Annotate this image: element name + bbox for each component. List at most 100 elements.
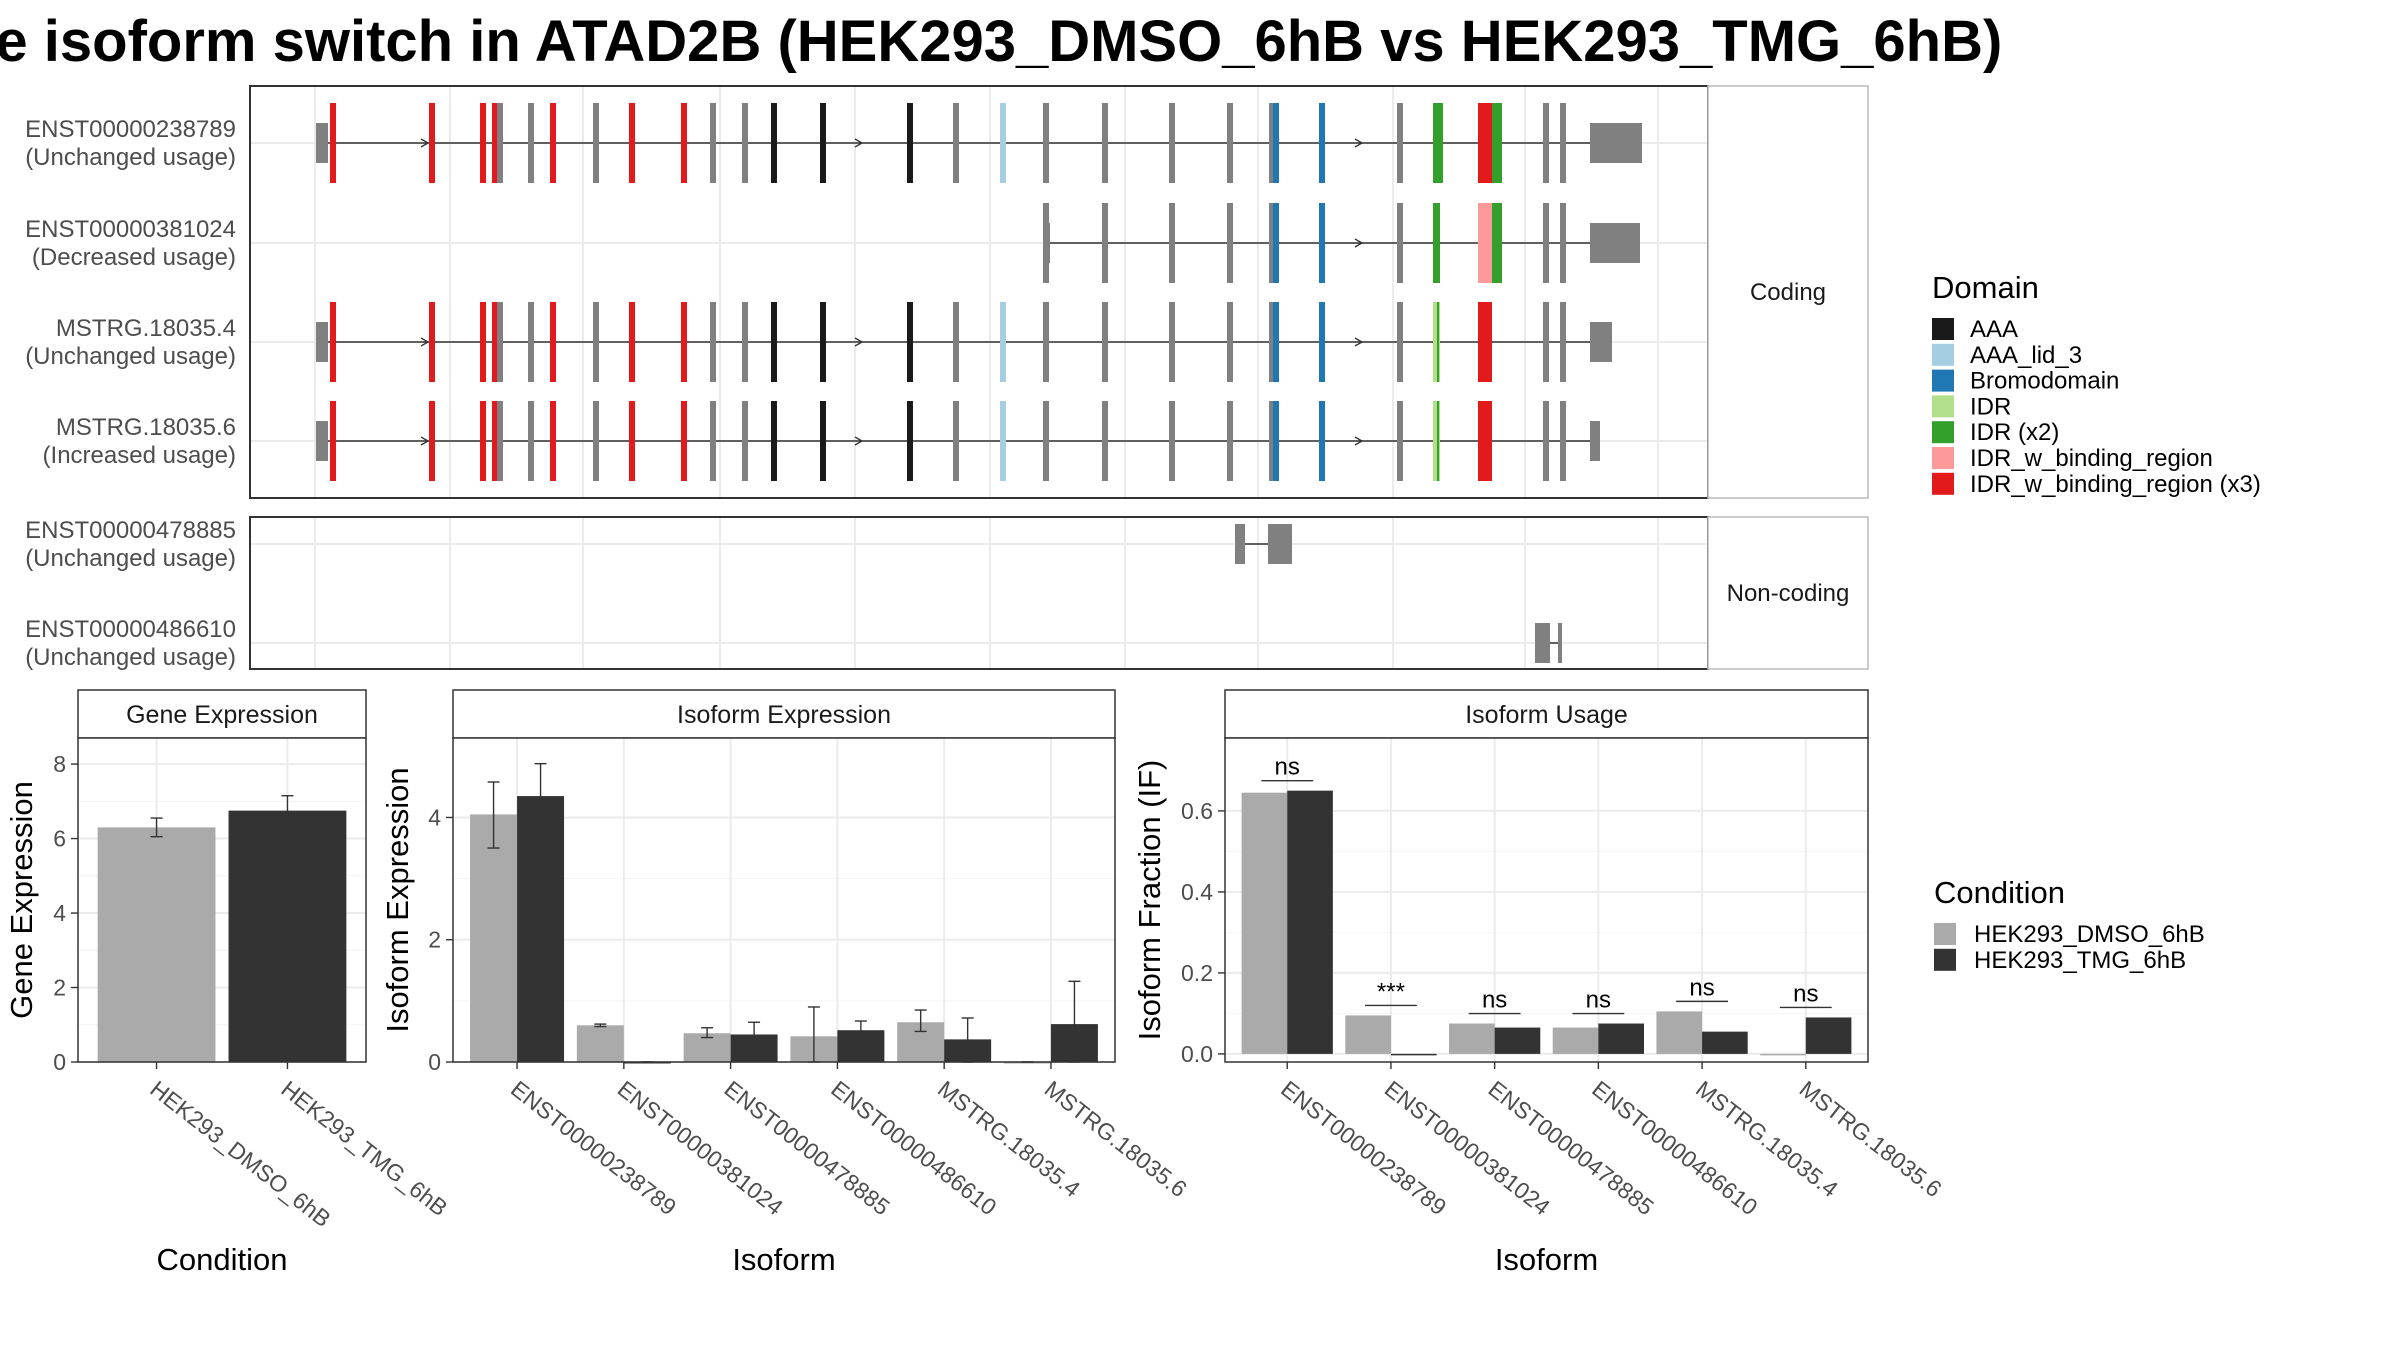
domain-legend-label: Bromodomain	[1970, 368, 2119, 395]
exon-block	[1227, 103, 1233, 183]
noncoding-panel-label: Non-coding	[1727, 580, 1850, 607]
domain-legend-label: AAA_lid_3	[1970, 342, 2082, 369]
exon-block	[1000, 401, 1006, 481]
domain-legend-label: IDR_w_binding_region (x3)	[1970, 471, 2261, 498]
exon-block	[907, 302, 913, 382]
transcript-usage-label: (Unchanged usage)	[25, 144, 236, 171]
exon-block	[1397, 401, 1403, 481]
domain-legend-swatch	[1932, 343, 1954, 366]
bar	[470, 814, 518, 1062]
exon-block	[953, 103, 959, 183]
exon-block	[1269, 401, 1275, 481]
exon-block	[771, 103, 777, 183]
exon-block	[480, 103, 486, 183]
strand-arrow	[854, 138, 864, 148]
exon-block	[820, 401, 826, 481]
bar	[1702, 1031, 1748, 1054]
significance-label: ns	[1482, 987, 1507, 1014]
domain-block	[1478, 302, 1492, 382]
panel-border	[1224, 737, 1869, 1063]
utr-block	[1590, 421, 1600, 461]
transcript-usage-label: (Unchanged usage)	[25, 343, 236, 370]
exon-block	[1102, 401, 1108, 481]
exon-block	[907, 103, 913, 183]
y-tick-label: 0	[53, 1049, 66, 1075]
exon-block	[771, 302, 777, 382]
transcript-usage-label: (Increased usage)	[43, 442, 236, 469]
utr-block	[1590, 123, 1642, 163]
exon-block	[492, 103, 498, 183]
bar	[1345, 1015, 1391, 1054]
exon-block	[710, 103, 716, 183]
y-tick-label: 0.2	[1181, 960, 1213, 986]
exon-block	[1227, 203, 1233, 283]
significance-label: ns	[1586, 987, 1611, 1014]
strand-arrow	[854, 337, 864, 347]
exon-block	[742, 401, 748, 481]
exon-block	[1269, 302, 1275, 382]
panel-border	[77, 737, 367, 1063]
exon-block	[1273, 401, 1279, 481]
exon-block	[593, 302, 599, 382]
bar	[1449, 1023, 1495, 1054]
domain-legend-label: IDR (x2)	[1970, 419, 2059, 446]
domain-block	[1478, 401, 1492, 481]
panel-strip	[452, 689, 1116, 739]
domain-legend-swatch	[1932, 472, 1954, 495]
exon-block	[550, 401, 556, 481]
exon-block	[330, 401, 336, 481]
coding-strip	[1707, 85, 1869, 499]
domain-block	[1478, 203, 1492, 283]
y-tick-label: 8	[53, 751, 66, 777]
exon-block	[1543, 401, 1549, 481]
strand-arrow	[1354, 436, 1364, 446]
exon-block	[742, 103, 748, 183]
condition-legend-swatch	[1934, 923, 1956, 945]
exon-block	[1397, 103, 1403, 183]
exon-block	[1543, 302, 1549, 382]
exon-block	[629, 401, 635, 481]
domain-block	[1433, 401, 1440, 481]
domain-block	[1433, 203, 1440, 283]
exon-block	[1043, 103, 1049, 183]
exon-block	[1269, 203, 1275, 283]
condition-legend-title: Condition	[1934, 875, 2065, 910]
condition-legend-swatch	[1934, 948, 1956, 971]
exon-block	[1273, 203, 1279, 283]
exon-block	[1227, 401, 1233, 481]
strand-arrow	[420, 436, 430, 446]
x-axis-title: Condition	[157, 1242, 288, 1277]
y-tick-label: 0.6	[1181, 798, 1213, 824]
exon-block	[1397, 302, 1403, 382]
exon-block	[593, 401, 599, 481]
transcript-id-label: ENST00000238789	[25, 116, 236, 143]
x-axis-title: Isoform	[732, 1242, 835, 1277]
bar	[1656, 1011, 1703, 1054]
bar	[1805, 1017, 1852, 1054]
transcript-usage-label: (Decreased usage)	[32, 244, 236, 271]
y-axis-title: Gene Expression	[4, 781, 39, 1019]
y-tick-label: 4	[428, 804, 441, 830]
exon-block	[480, 302, 486, 382]
exon-block	[497, 401, 503, 481]
domain-block	[1433, 302, 1440, 382]
exon-block	[629, 103, 635, 183]
bar	[517, 796, 565, 1062]
exon-block	[1558, 623, 1562, 663]
domain-legend-label: IDR	[1970, 393, 2011, 420]
y-tick-label: 6	[53, 826, 66, 852]
exon-block	[1543, 103, 1549, 183]
isoform-expression-panel: Isoform Expression024ENST00000238789ENST…	[380, 689, 1192, 1277]
exon-block	[820, 302, 826, 382]
noncoding-panel-bg	[250, 517, 1708, 669]
x-axis-title: Isoform	[1495, 1242, 1598, 1277]
exon-block	[429, 401, 435, 481]
exon-block	[771, 401, 777, 481]
panel-strip	[77, 689, 367, 739]
exon-block	[820, 103, 826, 183]
strand-arrow	[1354, 138, 1364, 148]
y-tick-label: 4	[53, 900, 66, 926]
bar	[97, 827, 216, 1062]
transcript-id-label: ENST00000486610	[25, 616, 236, 643]
